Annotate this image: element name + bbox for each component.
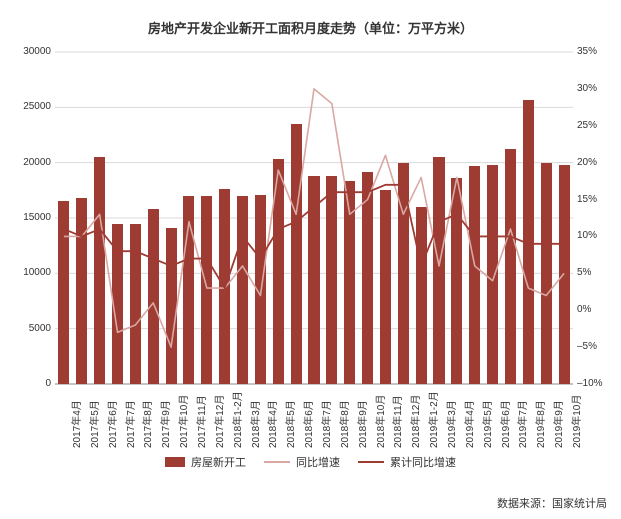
y1-tick: 25000 [11, 101, 51, 112]
y1-tick: 0 [11, 378, 51, 389]
x-tick: 2019年5月 [479, 400, 494, 448]
y1-tick: 20000 [11, 157, 51, 168]
x-tick: 2017年5月 [86, 400, 101, 448]
x-tick: 2017年10月 [175, 395, 190, 448]
x-tick: 2018年4月 [264, 400, 279, 448]
legend-swatch-line [264, 461, 290, 463]
y1-tick: 10000 [11, 267, 51, 278]
x-tick: 2018年5月 [282, 400, 297, 448]
x-tick: 2019年7月 [514, 400, 529, 448]
x-tick: 2019年3月 [443, 400, 458, 448]
x-tick: 2019年8月 [532, 400, 547, 448]
x-tick: 2019年9月 [550, 400, 565, 448]
x-tick: 2017年9月 [157, 400, 172, 448]
legend: 房屋新开工 同比增速 累计同比增速 [0, 454, 621, 470]
x-tick: 2019年10月 [568, 395, 583, 448]
data-source: 数据来源：国家统计局 [497, 495, 607, 511]
x-tick: 2018年7月 [318, 400, 333, 448]
y2-tick: –5% [577, 341, 615, 352]
x-tick: 2017年7月 [122, 400, 137, 448]
legend-label: 同比增速 [296, 454, 340, 470]
chart-root: 房地产开发企业新开工面积月度走势（单位：万平方米） 0 5000 10000 1500… [0, 0, 621, 519]
y1-tick: 30000 [11, 46, 51, 57]
y2-tick: 25% [577, 120, 615, 131]
x-tick: 2019年6月 [497, 400, 512, 448]
x-tick: 2017年6月 [104, 400, 119, 448]
x-tick: 2017年8月 [139, 400, 154, 448]
y2-tick: 35% [577, 46, 615, 57]
plot-area [55, 52, 573, 384]
y1-tick: 5000 [11, 323, 51, 334]
y2-tick: 30% [577, 83, 615, 94]
x-tick: 2017年11月 [193, 395, 208, 448]
legend-item: 同比增速 [264, 454, 340, 470]
x-tick: 2018年9月 [354, 400, 369, 448]
legend-swatch-bar [165, 457, 185, 467]
legend-swatch-line [358, 461, 384, 463]
y2-tick: 10% [577, 230, 615, 241]
chart-title: 房地产开发企业新开工面积月度走势（单位：万平方米） [0, 18, 621, 37]
x-tick: 2019年4月 [461, 400, 476, 448]
legend-item: 房屋新开工 [165, 454, 246, 470]
x-tick: 2018年12月 [407, 395, 422, 448]
y2-tick: 0% [577, 304, 615, 315]
legend-label: 房屋新开工 [191, 454, 246, 470]
x-tick: 2017年12月 [211, 395, 226, 448]
y1-tick: 15000 [11, 212, 51, 223]
y2-tick: 15% [577, 194, 615, 205]
y2-tick: 20% [577, 157, 615, 168]
x-tick: 2019年1-2月 [425, 391, 440, 448]
legend-item: 累计同比增速 [358, 454, 456, 470]
x-tick: 2018年3月 [247, 400, 262, 448]
x-tick: 2018年10月 [372, 395, 387, 448]
x-tick: 2018年6月 [300, 400, 315, 448]
line-series [55, 52, 573, 384]
y2-tick: 5% [577, 267, 615, 278]
x-tick: 2017年4月 [68, 400, 83, 448]
x-tick: 2018年11月 [389, 395, 404, 448]
x-tick: 2018年1-2月 [229, 391, 244, 448]
y2-tick: –10% [577, 378, 615, 389]
x-tick: 2018年8月 [336, 400, 351, 448]
legend-label: 累计同比增速 [390, 454, 456, 470]
